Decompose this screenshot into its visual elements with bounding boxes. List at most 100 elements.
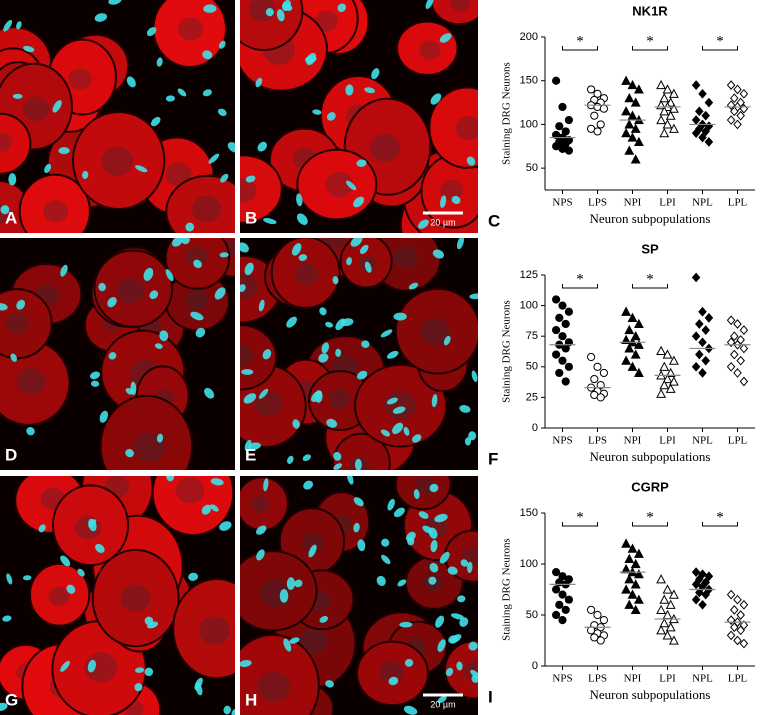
cyan-nucleus: [388, 676, 399, 686]
data-point: [704, 571, 714, 582]
data-point: [733, 319, 742, 329]
significance-bracket: [702, 46, 738, 51]
cyan-nucleus: [356, 159, 367, 167]
panel-letter: A: [5, 208, 17, 227]
data-point: [691, 272, 701, 283]
y-tick-label: 150: [520, 75, 538, 87]
data-point: [630, 123, 641, 133]
cyan-nucleus: [326, 112, 336, 121]
data-point: [624, 324, 635, 335]
data-point: [587, 85, 596, 94]
data-point: [736, 110, 745, 121]
cell: [240, 154, 283, 224]
cell-nucleus: [191, 195, 222, 223]
cell-nucleus: [101, 146, 134, 176]
panel-label: F: [488, 449, 498, 468]
data-point: [704, 137, 714, 147]
cell-nucleus: [185, 289, 209, 310]
data-point: [733, 119, 742, 130]
data-point: [593, 362, 602, 371]
cyan-nucleus: [256, 549, 265, 561]
cyan-nucleus: [94, 13, 108, 22]
data-point: [665, 383, 676, 393]
cyan-nucleus: [156, 433, 164, 443]
data-point: [552, 585, 561, 594]
data-point: [733, 635, 742, 646]
cyan-nucleus: [457, 595, 466, 603]
micrograph: [240, 0, 478, 233]
data-point: [668, 123, 679, 133]
cyan-nucleus: [257, 141, 267, 152]
cyan-nucleus: [447, 566, 458, 575]
cyan-nucleus: [412, 434, 422, 443]
cyan-nucleus: [149, 290, 159, 300]
cyan-nucleus: [333, 451, 342, 461]
data-point: [691, 115, 701, 125]
data-point: [621, 584, 632, 594]
cyan-nucleus: [240, 659, 252, 668]
data-point: [730, 605, 739, 615]
data-point: [656, 345, 667, 355]
micrograph: [0, 0, 235, 233]
data-point: [695, 319, 704, 329]
x-tick-label: NPI: [624, 673, 642, 685]
data-point: [593, 127, 602, 136]
data-point: [630, 154, 641, 164]
significance-bracket: [702, 522, 738, 527]
y-tick-label: 100: [520, 300, 538, 312]
cyan-nucleus: [450, 634, 462, 644]
data-point: [558, 301, 567, 310]
cell-nucleus: [294, 263, 319, 286]
cyan-nucleus: [408, 282, 419, 290]
data-point: [555, 122, 564, 131]
cyan-nucleus: [303, 480, 314, 490]
cyan-nucleus: [364, 261, 372, 273]
cell-nucleus: [251, 496, 270, 513]
cell-nucleus: [440, 180, 463, 201]
cyan-nucleus: [90, 380, 100, 387]
data-point: [621, 563, 632, 574]
cyan-nucleus: [156, 57, 163, 67]
data-point: [596, 636, 605, 645]
cyan-nucleus: [108, 0, 122, 5]
data-point: [733, 368, 742, 378]
cyan-nucleus: [418, 511, 429, 519]
data-point: [627, 361, 638, 371]
cyan-nucleus: [332, 276, 339, 285]
cell-nucleus: [177, 17, 204, 41]
cyan-nucleus: [6, 573, 13, 585]
cyan-nucleus: [22, 575, 32, 581]
cyan-nucleus: [386, 397, 398, 405]
data-point: [659, 617, 670, 628]
data-point: [726, 115, 736, 125]
data-point: [593, 610, 602, 620]
cyan-nucleus: [98, 282, 106, 292]
cyan-nucleus: [471, 674, 478, 683]
cell-nucleus: [74, 515, 102, 540]
cyan-nucleus: [380, 329, 393, 338]
cyan-nucleus: [364, 87, 376, 94]
cyan-nucleus: [23, 45, 35, 53]
cyan-nucleus: [291, 243, 302, 256]
cyan-nucleus: [265, 8, 274, 17]
cyan-nucleus: [3, 19, 13, 32]
cyan-nucleus: [308, 544, 317, 558]
data-point: [726, 615, 736, 625]
cyan-nucleus: [208, 153, 220, 164]
cyan-nucleus: [471, 370, 478, 382]
cyan-nucleus: [459, 617, 469, 627]
data-point: [561, 605, 570, 615]
data-point: [691, 594, 701, 605]
cell-nucleus: [257, 671, 290, 702]
cell-nucleus: [240, 274, 258, 299]
cyan-nucleus: [325, 321, 334, 328]
y-tick-label: 50: [526, 361, 538, 373]
cyan-nucleus: [89, 371, 101, 380]
cyan-nucleus: [95, 543, 105, 553]
cyan-nucleus: [245, 175, 256, 183]
x-tick-label: NPI: [624, 197, 642, 209]
cyan-nucleus: [296, 193, 303, 207]
data-point: [558, 332, 567, 341]
data-point: [701, 589, 710, 600]
cell-nucleus: [383, 390, 416, 420]
